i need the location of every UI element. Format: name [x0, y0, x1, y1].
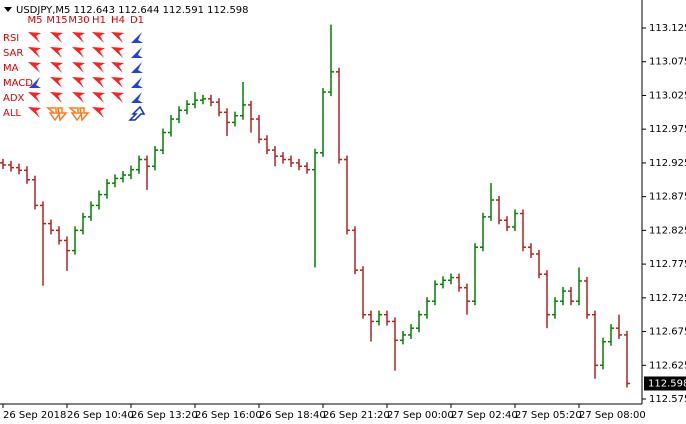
strong-sell-arrow	[45, 107, 68, 122]
y-tick-label: 112.925	[649, 158, 686, 169]
x-tick-label: 26 Sep 2018	[3, 410, 66, 421]
y-tick-label: 112.625	[649, 360, 686, 371]
y-tick-label: 113.075	[649, 57, 686, 68]
strong-buy-arrow	[128, 105, 146, 121]
y-tick-label: 112.575	[649, 394, 686, 405]
sell-arrow	[92, 77, 105, 88]
timeframe-label: M15	[46, 15, 67, 26]
sell-arrow	[92, 92, 105, 103]
chart-title: USDJPY,M5 112.643 112.644 112.591 112.59…	[16, 5, 249, 16]
sell-arrow	[28, 47, 41, 58]
timeframe-label: H4	[111, 15, 125, 26]
buy-arrow	[131, 47, 143, 58]
sell-arrow	[72, 92, 85, 103]
menu-triangle	[4, 7, 12, 12]
sell-arrow	[28, 32, 41, 43]
buy-arrow	[131, 32, 143, 43]
sell-arrow	[28, 107, 41, 118]
timeframe-label: M5	[28, 15, 43, 26]
x-tick-label: 27 Sep 00:00	[387, 410, 454, 421]
last-price-box	[644, 376, 686, 391]
sell-arrow	[92, 32, 105, 43]
x-tick-label: 26 Sep 18:40	[259, 410, 326, 421]
x-tick-label: 26 Sep 16:00	[195, 410, 262, 421]
last-price-label: 112.598	[648, 378, 686, 389]
buy-arrow	[131, 92, 143, 103]
sell-arrow	[28, 92, 41, 103]
sell-arrow	[111, 77, 124, 88]
indicator-label: ADX	[3, 93, 25, 104]
x-tick-label: 27 Sep 02:40	[451, 410, 518, 421]
y-tick-label: 112.825	[649, 225, 686, 236]
buy-arrow	[131, 77, 143, 88]
sell-arrow	[50, 77, 63, 88]
sell-arrow	[50, 62, 63, 73]
y-tick-label: 113.125	[649, 23, 686, 34]
indicator-label: SAR	[3, 48, 23, 59]
x-tick-label: 27 Sep 08:00	[579, 410, 646, 421]
sell-arrow	[50, 47, 63, 58]
sell-arrow	[72, 62, 85, 73]
x-tick-label: 26 Sep 10:40	[67, 410, 134, 421]
timeframe-label: M30	[68, 15, 89, 26]
buy-arrow	[29, 77, 41, 88]
y-tick-label: 113.025	[649, 90, 686, 101]
x-tick-label: 27 Sep 05:20	[515, 410, 582, 421]
sell-arrow	[111, 62, 124, 73]
indicator-label: MACD	[3, 78, 33, 89]
sell-arrow	[111, 47, 124, 58]
y-tick-label: 112.875	[649, 192, 686, 203]
sell-arrow	[92, 62, 105, 73]
y-tick-label: 112.725	[649, 293, 686, 304]
sell-arrow	[111, 32, 124, 43]
x-tick-label: 26 Sep 13:20	[131, 410, 198, 421]
y-tick-label: 112.775	[649, 259, 686, 270]
sell-arrow	[72, 47, 85, 58]
y-tick-label: 112.975	[649, 124, 686, 135]
buy-arrow	[131, 62, 143, 73]
sell-arrow	[92, 107, 105, 118]
sell-arrow	[92, 47, 105, 58]
y-tick-label: 112.675	[649, 327, 686, 338]
sell-arrow	[72, 32, 85, 43]
sell-arrow	[28, 62, 41, 73]
sell-arrow	[50, 32, 63, 43]
indicator-label: RSI	[3, 33, 19, 44]
sell-arrow	[72, 77, 85, 88]
x-tick-label: 26 Sep 21:20	[323, 410, 390, 421]
timeframe-label: H1	[92, 15, 106, 26]
indicator-label: MA	[3, 63, 19, 74]
strong-sell-arrow	[67, 107, 90, 122]
sell-arrow	[111, 92, 124, 103]
indicator-label: ALL	[3, 108, 21, 119]
sell-arrow	[50, 92, 63, 103]
timeframe-label: D1	[130, 15, 144, 26]
